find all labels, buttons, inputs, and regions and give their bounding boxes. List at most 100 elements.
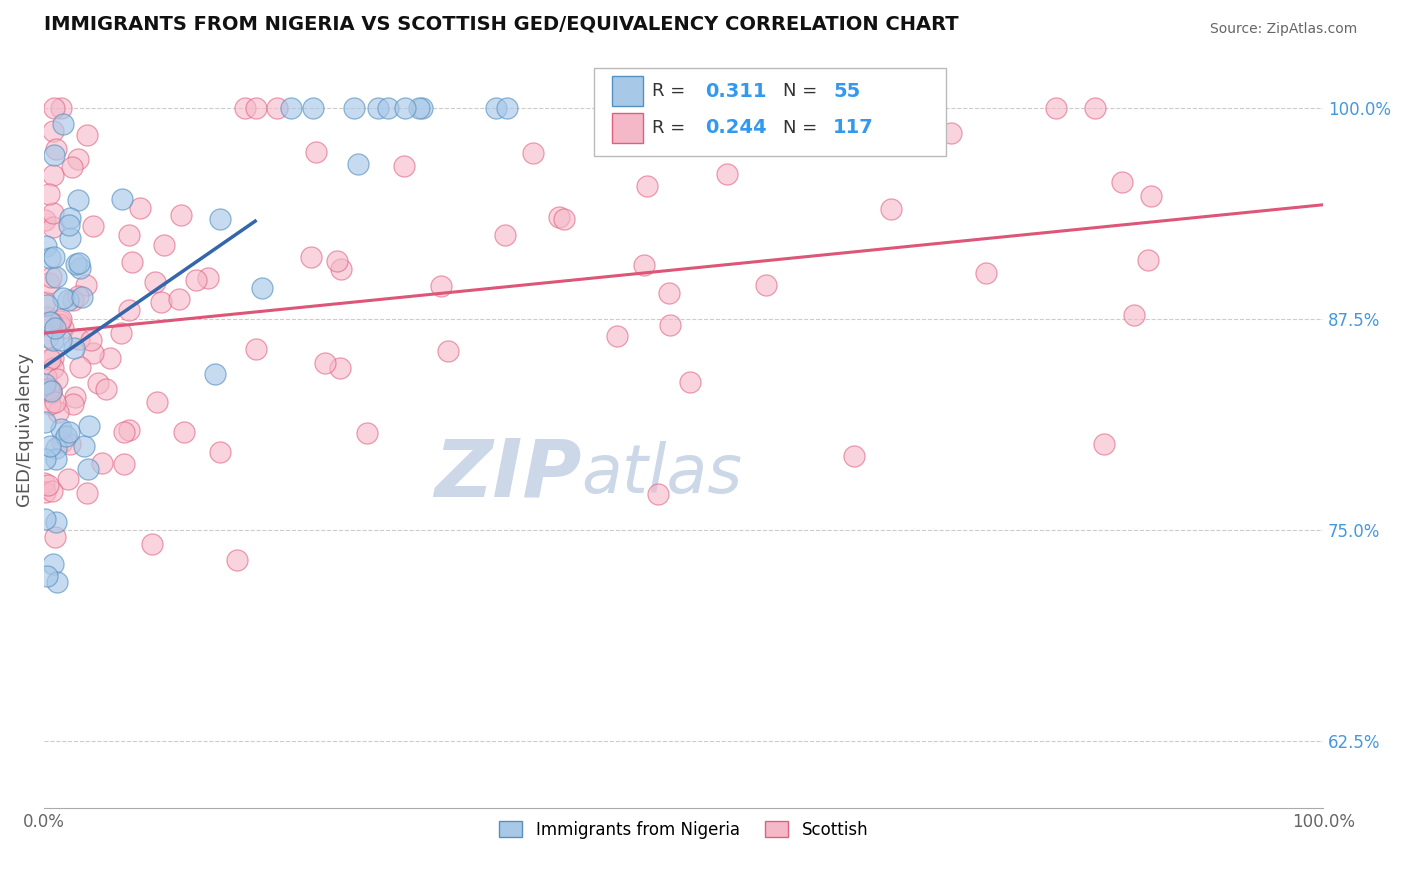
Point <box>67 193 90 207</box>
Point <box>58 472 80 486</box>
Point <box>110 326 132 340</box>
Point <box>65 257 87 271</box>
Point <box>141 537 163 551</box>
Point <box>34 415 56 429</box>
Point <box>305 145 328 160</box>
Point <box>66 152 89 166</box>
Text: atlas: atlas <box>581 442 742 508</box>
Text: R =: R = <box>651 119 685 137</box>
Point <box>38 396 60 410</box>
Point <box>1122 308 1144 322</box>
Point <box>42 250 65 264</box>
Point <box>98 351 121 365</box>
Point <box>314 356 336 370</box>
Point <box>367 102 389 116</box>
Point <box>880 202 903 217</box>
Point <box>118 424 141 438</box>
Point <box>39 270 62 285</box>
Point <box>394 159 416 173</box>
Point <box>326 254 349 268</box>
Point <box>34 239 56 253</box>
Point <box>34 294 56 309</box>
Point <box>67 333 90 347</box>
Point <box>32 384 55 398</box>
Point <box>39 384 62 398</box>
Point <box>1084 102 1107 116</box>
Point <box>522 146 544 161</box>
Point <box>44 395 66 409</box>
Point <box>346 157 368 171</box>
Point <box>38 315 60 329</box>
Text: R =: R = <box>651 82 685 100</box>
Point <box>112 457 135 471</box>
Point <box>42 124 65 138</box>
Text: N =: N = <box>783 119 818 137</box>
Point <box>112 425 135 440</box>
Point <box>67 256 90 270</box>
Point <box>173 425 195 439</box>
Point <box>226 553 249 567</box>
Point <box>69 261 91 276</box>
Point <box>41 484 63 499</box>
Point <box>35 569 58 583</box>
Point <box>299 250 322 264</box>
Point <box>45 574 67 589</box>
Point <box>49 422 72 436</box>
Point <box>280 102 302 116</box>
Point <box>49 311 72 326</box>
Point <box>343 102 366 116</box>
Point <box>408 102 430 116</box>
Point <box>169 209 191 223</box>
Point <box>38 276 60 290</box>
Point <box>547 210 569 224</box>
Point <box>1045 102 1067 116</box>
Point <box>146 395 169 409</box>
Point <box>45 372 67 386</box>
Point <box>62 397 84 411</box>
Point <box>209 211 232 226</box>
Point <box>34 451 56 466</box>
Point <box>184 273 207 287</box>
Point <box>82 346 104 360</box>
Point <box>82 219 104 233</box>
Point <box>34 213 56 227</box>
Point <box>233 102 256 116</box>
Point <box>44 321 66 335</box>
Point <box>59 437 82 451</box>
Point <box>1111 175 1133 189</box>
Point <box>606 328 628 343</box>
Point <box>34 475 56 490</box>
Point <box>209 444 232 458</box>
Point <box>67 289 90 303</box>
Point <box>34 512 56 526</box>
Point <box>72 289 94 303</box>
Point <box>118 227 141 242</box>
Point <box>45 451 67 466</box>
Point <box>52 291 75 305</box>
Point <box>39 385 62 400</box>
Point <box>34 376 56 391</box>
Point <box>437 343 460 358</box>
Point <box>153 237 176 252</box>
Text: 55: 55 <box>834 82 860 101</box>
Point <box>37 478 59 492</box>
Point <box>42 168 65 182</box>
Point <box>52 320 75 334</box>
Point <box>42 205 65 219</box>
Point <box>329 262 352 277</box>
Point <box>44 148 66 162</box>
Point <box>38 382 60 396</box>
Point <box>1092 436 1115 450</box>
Point <box>87 376 110 391</box>
Point <box>35 310 58 325</box>
Point <box>77 462 100 476</box>
Point <box>121 255 143 269</box>
Point <box>245 102 267 116</box>
Point <box>46 405 69 419</box>
Point <box>38 252 60 266</box>
Point <box>485 102 508 116</box>
Point <box>250 281 273 295</box>
Text: IMMIGRANTS FROM NIGERIA VS SCOTTISH GED/EQUIVALENCY CORRELATION CHART: IMMIGRANTS FROM NIGERIA VS SCOTTISH GED/… <box>44 15 959 34</box>
Point <box>34 383 56 397</box>
Text: ZIP: ZIP <box>434 435 581 514</box>
